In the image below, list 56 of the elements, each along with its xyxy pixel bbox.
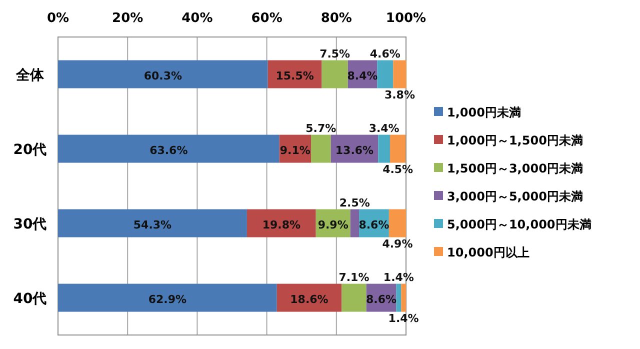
bar: [58, 134, 280, 163]
bar: [58, 60, 268, 88]
bar: [396, 284, 402, 312]
data-label: 9.1%: [280, 144, 310, 157]
x-tick-label: 100%: [386, 11, 426, 26]
bar: [342, 284, 366, 312]
data-label: 3.4%: [368, 122, 400, 135]
bar: [58, 284, 277, 312]
data-label: 63.6%: [150, 144, 188, 157]
bar: [322, 60, 348, 88]
data-label: 62.9%: [148, 292, 187, 306]
data-label: 5.7%: [306, 122, 336, 135]
bar: [276, 284, 342, 312]
x-tick-label: 0%: [46, 11, 70, 26]
data-label: 3.8%: [384, 88, 415, 102]
data-label: 7.5%: [320, 47, 350, 60]
bar: [310, 134, 331, 163]
bar: [388, 209, 406, 238]
data-label: 9.9%: [318, 218, 348, 232]
y-tick-label: 全体: [15, 67, 45, 84]
bar: [246, 209, 316, 238]
data-label: 4.6%: [370, 47, 400, 60]
legend-label: 1,000円～1,500円未満: [447, 134, 583, 148]
legend-label: 3,000円～5,000円未満: [447, 190, 583, 204]
bar: [378, 134, 390, 163]
bar: [58, 209, 247, 238]
data-label: 19.8%: [262, 218, 300, 232]
legend-label: 10,000円以上: [447, 246, 530, 260]
data-label: 2.5%: [339, 196, 370, 210]
y-tick-label: 40代: [13, 290, 47, 307]
x-tick-label: 20%: [112, 11, 144, 26]
data-label: 4.5%: [382, 162, 414, 176]
legend-label: 1,000円未満: [447, 106, 521, 120]
y-tick-label: 20代: [13, 142, 47, 158]
bar: [390, 134, 406, 163]
bar: [377, 60, 394, 88]
bar: [393, 60, 406, 88]
legend-label: 5,000円～10,000円未満: [447, 218, 592, 232]
data-label: 7.1%: [338, 270, 370, 284]
bar: [350, 209, 360, 238]
data-label: 1.4%: [383, 270, 414, 284]
data-label: 1.4%: [388, 312, 419, 325]
data-label: 8.6%: [358, 218, 390, 232]
data-label: 60.3%: [144, 69, 182, 82]
legend-label: 1,500円～3,000円未満: [447, 162, 583, 176]
x-tick-label: 60%: [251, 11, 282, 26]
x-tick-label: 40%: [182, 11, 213, 26]
data-label: 8.6%: [366, 292, 397, 306]
x-tick-label: 80%: [320, 11, 352, 26]
data-label: 4.9%: [382, 237, 413, 250]
data-label: 15.5%: [276, 69, 314, 82]
data-label: 13.6%: [335, 144, 374, 157]
data-label: 54.3%: [133, 218, 172, 232]
y-tick-label: 30代: [13, 216, 47, 232]
data-label: 18.6%: [290, 292, 328, 306]
bar: [401, 284, 406, 312]
